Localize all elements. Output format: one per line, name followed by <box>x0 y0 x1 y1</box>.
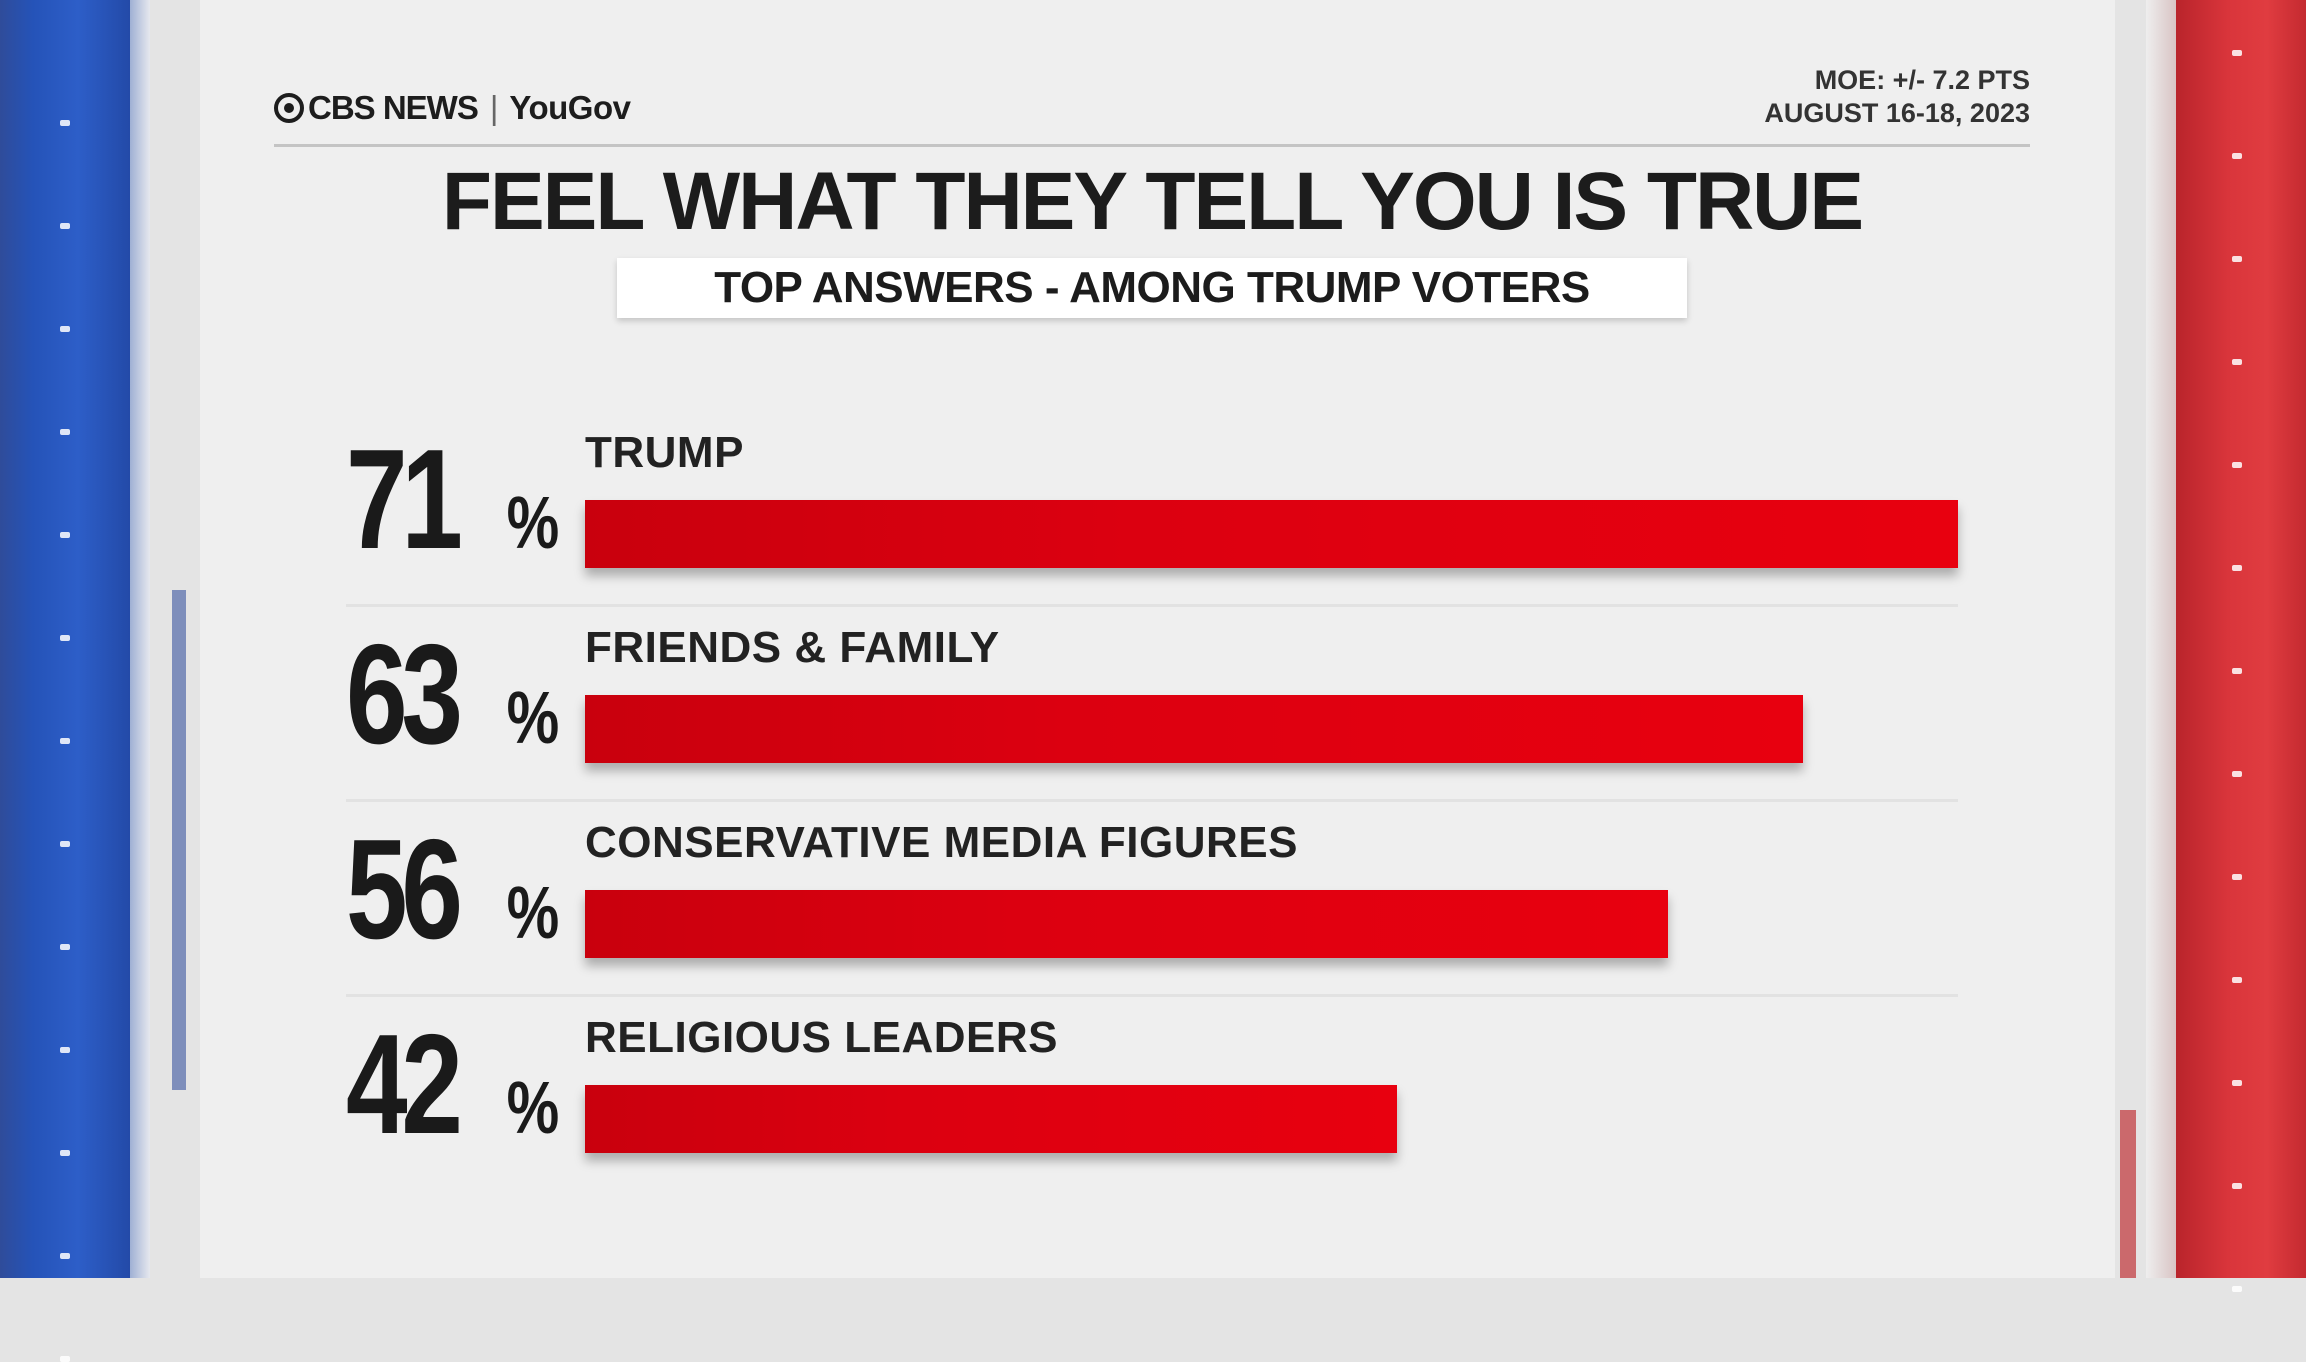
bar <box>585 500 1958 568</box>
left-accent-stripe <box>172 590 186 1090</box>
border-tick <box>2232 153 2242 159</box>
bar <box>585 695 1803 763</box>
border-tick <box>2232 1183 2242 1189</box>
row-divider <box>346 799 1958 802</box>
bar-value-number: 63 <box>346 615 463 774</box>
border-tick <box>60 635 70 641</box>
border-tick <box>60 1150 70 1156</box>
border-tick <box>60 429 70 435</box>
bar-value-unit: % <box>506 481 560 564</box>
poll-meta: MOE: +/- 7.2 PTS AUGUST 16-18, 2023 <box>1764 64 2030 130</box>
border-tick <box>60 1047 70 1053</box>
cbs-yougov-logo: CBS NEWS | YouGov <box>274 88 631 128</box>
border-tick <box>2232 771 2242 777</box>
chart-subtitle: TOP ANSWERS - AMONG TRUMP VOTERS <box>617 258 1687 318</box>
border-tick <box>60 532 70 538</box>
graphic-panel <box>200 0 2115 1278</box>
border-tick <box>2232 256 2242 262</box>
border-tick <box>60 223 70 229</box>
bar-value-number: 71 <box>346 420 463 579</box>
margin-of-error: MOE: +/- 7.2 PTS <box>1814 65 2030 95</box>
right-accent-stripe <box>2120 1110 2136 1278</box>
bar-value-label: 71% <box>346 418 566 582</box>
bar-category-label: RELIGIOUS LEADERS <box>585 1013 1058 1062</box>
yougov-wordmark: YouGov <box>509 89 631 126</box>
bar-category-label: FRIENDS & FAMILY <box>585 623 1000 672</box>
border-tick <box>60 738 70 744</box>
border-tick <box>2232 359 2242 365</box>
border-tick <box>2232 874 2242 880</box>
border-tick <box>2232 565 2242 571</box>
bar-value-label: 56% <box>346 808 566 972</box>
border-tick <box>60 1253 70 1259</box>
bar-value-label: 63% <box>346 613 566 777</box>
bar-category-label: TRUMP <box>585 428 744 477</box>
right-border-edge <box>2146 0 2176 1278</box>
bar-value-number: 56 <box>346 810 463 969</box>
bar-value-unit: % <box>506 676 560 759</box>
bar <box>585 1085 1397 1153</box>
left-border-edge <box>130 0 150 1278</box>
border-tick <box>60 120 70 126</box>
border-tick <box>2232 462 2242 468</box>
bar-value-label: 42% <box>346 1003 566 1167</box>
bar-value-unit: % <box>506 871 560 954</box>
chart-title: FEEL WHAT THEY TELL YOU IS TRUE <box>441 156 1864 247</box>
row-divider <box>346 994 1958 997</box>
border-tick <box>60 326 70 332</box>
right-red-border <box>2176 0 2306 1278</box>
logo-separator: | <box>489 89 499 126</box>
border-tick <box>60 841 70 847</box>
cbs-eye-icon <box>274 93 304 123</box>
bar <box>585 890 1668 958</box>
bar-value-number: 42 <box>346 1005 463 1164</box>
bar-category-label: CONSERVATIVE MEDIA FIGURES <box>585 818 1299 867</box>
border-tick <box>60 944 70 950</box>
border-tick <box>2232 1286 2242 1292</box>
cbs-news-wordmark: CBS NEWS <box>308 89 479 126</box>
border-tick <box>2232 668 2242 674</box>
poll-dates: AUGUST 16-18, 2023 <box>1764 98 2030 128</box>
row-divider <box>346 604 1958 607</box>
border-tick <box>60 1356 70 1362</box>
header-rule <box>274 144 2030 147</box>
border-tick <box>2232 977 2242 983</box>
bar-value-unit: % <box>506 1066 560 1149</box>
border-tick <box>2232 50 2242 56</box>
border-tick <box>2232 1080 2242 1086</box>
